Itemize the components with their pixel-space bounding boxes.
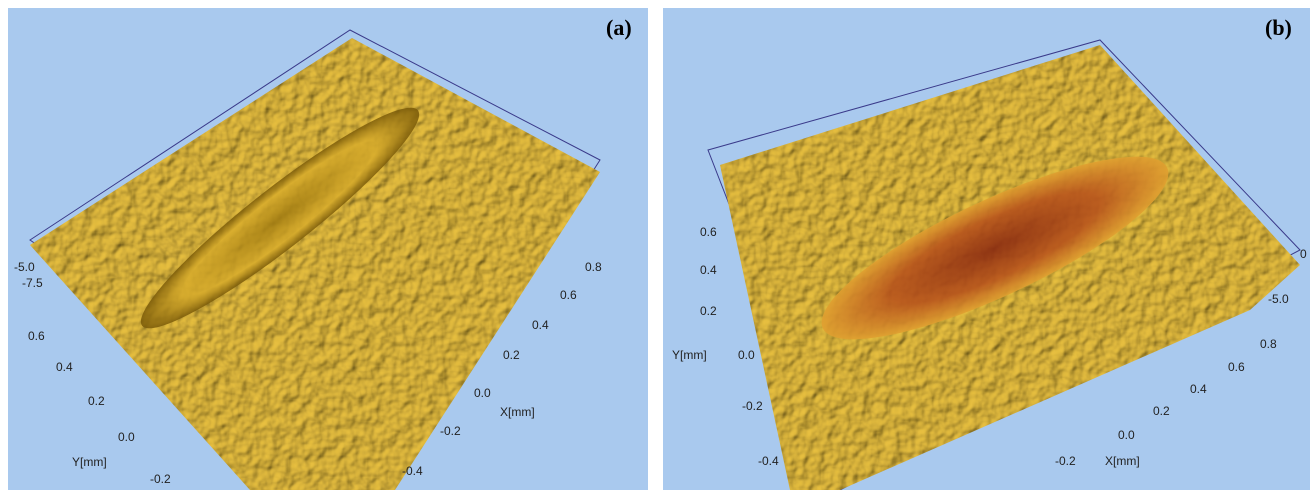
z-tick-label: -5.0 bbox=[1268, 292, 1289, 306]
x-axis-title: X[mm] bbox=[500, 405, 535, 419]
y-tick-label: 0.4 bbox=[56, 360, 73, 374]
y-axis-title: Y[mm] bbox=[72, 455, 107, 469]
y-tick-label: -0.2 bbox=[742, 399, 763, 413]
y-tick-label: -0.4 bbox=[758, 454, 779, 468]
panel-b bbox=[663, 8, 1310, 490]
x-tick-label: 0.0 bbox=[474, 386, 491, 400]
panel-a bbox=[8, 8, 648, 490]
y-tick-label: 0.2 bbox=[88, 394, 105, 408]
y-tick-label: 0.0 bbox=[738, 348, 755, 362]
y-tick-label: 0.4 bbox=[700, 263, 717, 277]
x-tick-label: 0.0 bbox=[1118, 428, 1135, 442]
y-axis-title: Y[mm] bbox=[672, 348, 707, 362]
panel-label: (b) bbox=[1265, 15, 1292, 40]
y-tick-label: 0.0 bbox=[118, 430, 135, 444]
x-tick-label: 0.4 bbox=[532, 318, 549, 332]
x-axis-title: X[mm] bbox=[1105, 454, 1140, 468]
y-tick-label: 0.6 bbox=[700, 225, 717, 239]
z-tick-label: -7.5 bbox=[22, 276, 43, 290]
x-tick-label: 0.6 bbox=[560, 288, 577, 302]
x-tick-label: -0.2 bbox=[1055, 454, 1076, 468]
x-tick-label: 0.2 bbox=[503, 348, 520, 362]
y-tick-label: 0.2 bbox=[700, 304, 717, 318]
x-tick-label: 0.8 bbox=[1260, 337, 1277, 351]
x-tick-label: -0.4 bbox=[402, 464, 423, 478]
z-tick-label: 0 bbox=[1300, 247, 1307, 261]
groove bbox=[821, 156, 1169, 340]
x-tick-label: 0.8 bbox=[585, 260, 602, 274]
y-tick-label: -0.2 bbox=[150, 472, 171, 486]
x-tick-label: 0.2 bbox=[1153, 404, 1170, 418]
x-tick-label: 0.6 bbox=[1228, 360, 1245, 374]
y-tick-label: 0.6 bbox=[28, 329, 45, 343]
x-tick-label: -0.2 bbox=[440, 424, 461, 438]
groove bbox=[140, 107, 420, 329]
surface bbox=[30, 38, 600, 490]
x-tick-label: 0.4 bbox=[1190, 382, 1207, 396]
z-tick-label: -5.0 bbox=[14, 260, 35, 274]
panel-label: (a) bbox=[606, 15, 632, 40]
